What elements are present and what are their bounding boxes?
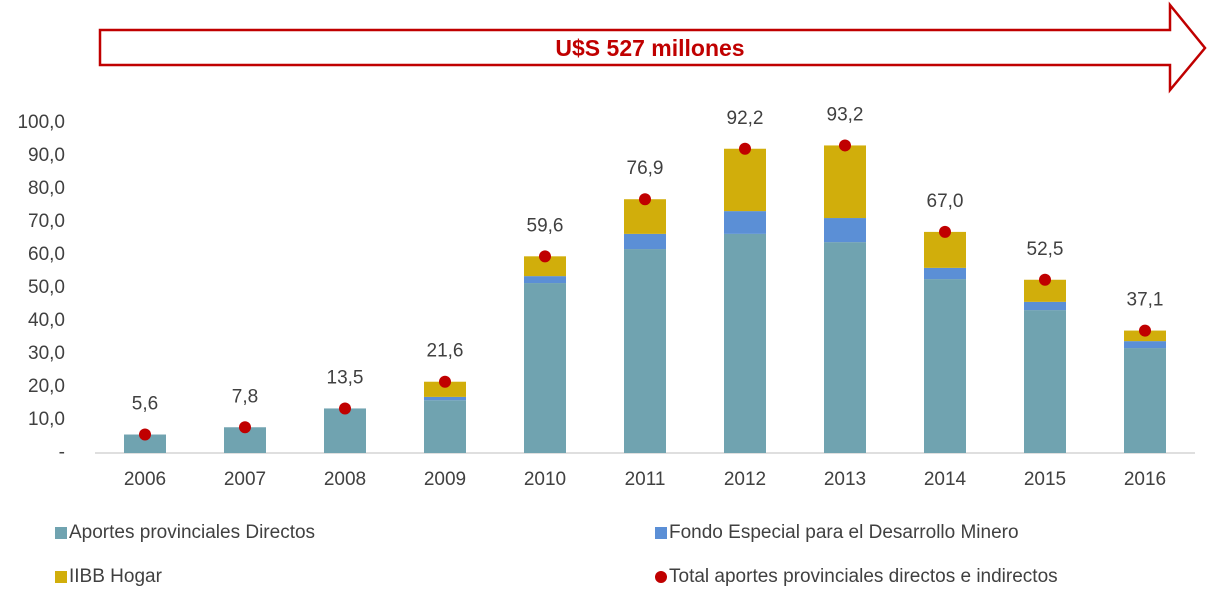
total-dot	[139, 428, 151, 441]
x-tick-label: 2010	[524, 469, 566, 490]
bar-segment	[524, 283, 566, 453]
total-dot	[239, 421, 251, 434]
bar-segment	[624, 249, 666, 453]
bar-segment	[924, 267, 966, 280]
legend-label: Total aportes provinciales directos e in…	[669, 566, 1058, 587]
bar-segment	[324, 408, 366, 453]
bar-segment	[624, 233, 666, 250]
total-dot	[739, 142, 751, 155]
bar-segment	[1124, 348, 1166, 453]
x-tick-label: 2015	[1024, 469, 1066, 490]
total-dot	[439, 375, 451, 388]
legend-marker	[655, 527, 667, 539]
x-tick-label: 2016	[1124, 469, 1166, 490]
legend-marker	[655, 571, 667, 583]
legend-marker	[55, 571, 67, 583]
bar-segment	[724, 211, 766, 234]
x-tick-label: 2013	[824, 469, 866, 490]
total-dot	[539, 250, 551, 263]
y-tick-label: 40,0	[28, 310, 65, 331]
total-dot	[339, 402, 351, 415]
data-label: 7,8	[232, 386, 258, 407]
total-dot	[1039, 273, 1051, 286]
arrow	[98, 1, 1207, 94]
y-tick-label: -	[59, 442, 65, 463]
x-tick-label: 2012	[724, 469, 766, 490]
annotation: U$S 527 millones	[555, 35, 744, 61]
data-label: 59,6	[527, 215, 564, 236]
total-dot	[939, 225, 951, 238]
bar-segment	[524, 256, 566, 277]
bar-segment	[524, 276, 566, 284]
y-tick-label: 20,0	[28, 376, 65, 397]
total-dot	[839, 139, 851, 152]
x-tick-label: 2011	[625, 469, 666, 490]
bar-segment	[424, 381, 466, 397]
data-label: 52,5	[1027, 239, 1064, 260]
bar-segment	[1024, 310, 1066, 453]
y-tick-label: 50,0	[28, 277, 65, 298]
x-tick-label: 2008	[324, 469, 366, 490]
bar-segment	[824, 145, 866, 219]
bar-segment	[424, 400, 466, 453]
x-tick-label: 2009	[424, 469, 466, 490]
total-dot	[1139, 324, 1151, 337]
x-tick-label: 2006	[124, 469, 166, 490]
x-tick-label: 2014	[924, 469, 967, 490]
data-label: 76,9	[627, 158, 664, 179]
data-label: 13,5	[327, 367, 364, 388]
data-label: 93,2	[827, 104, 864, 125]
bar-segment	[724, 148, 766, 212]
y-tick-label: 30,0	[28, 343, 65, 364]
y-tick-label: 10,0	[28, 409, 65, 430]
bar-segment	[824, 218, 866, 243]
y-tick-label: 100,0	[17, 112, 65, 133]
y-tick-label: 60,0	[28, 244, 65, 265]
total-dot	[639, 193, 651, 206]
x-tick-label: 2007	[224, 469, 266, 490]
legend-label: Fondo Especial para el Desarrollo Minero	[669, 522, 1019, 543]
legend-marker	[55, 527, 67, 539]
bar-segment	[1124, 341, 1166, 349]
data-label: 21,6	[427, 341, 464, 362]
bar-segment	[924, 279, 966, 453]
legend-label: Aportes provinciales Directos	[69, 522, 315, 543]
bar-segment	[1024, 301, 1066, 311]
bar-segment	[824, 242, 866, 453]
bar-segment	[1024, 279, 1066, 302]
bar-segment	[124, 434, 166, 453]
data-label: 37,1	[1127, 290, 1164, 311]
y-tick-label: 90,0	[28, 145, 65, 166]
bar-segment	[424, 396, 466, 401]
y-tick-label: 70,0	[28, 211, 65, 232]
legend-label: IIBB Hogar	[69, 566, 163, 587]
data-label: 67,0	[927, 191, 964, 212]
y-tick-label: 80,0	[28, 178, 65, 199]
data-label: 5,6	[132, 394, 158, 415]
bar-segment	[724, 233, 766, 453]
data-label: 92,2	[727, 108, 764, 129]
